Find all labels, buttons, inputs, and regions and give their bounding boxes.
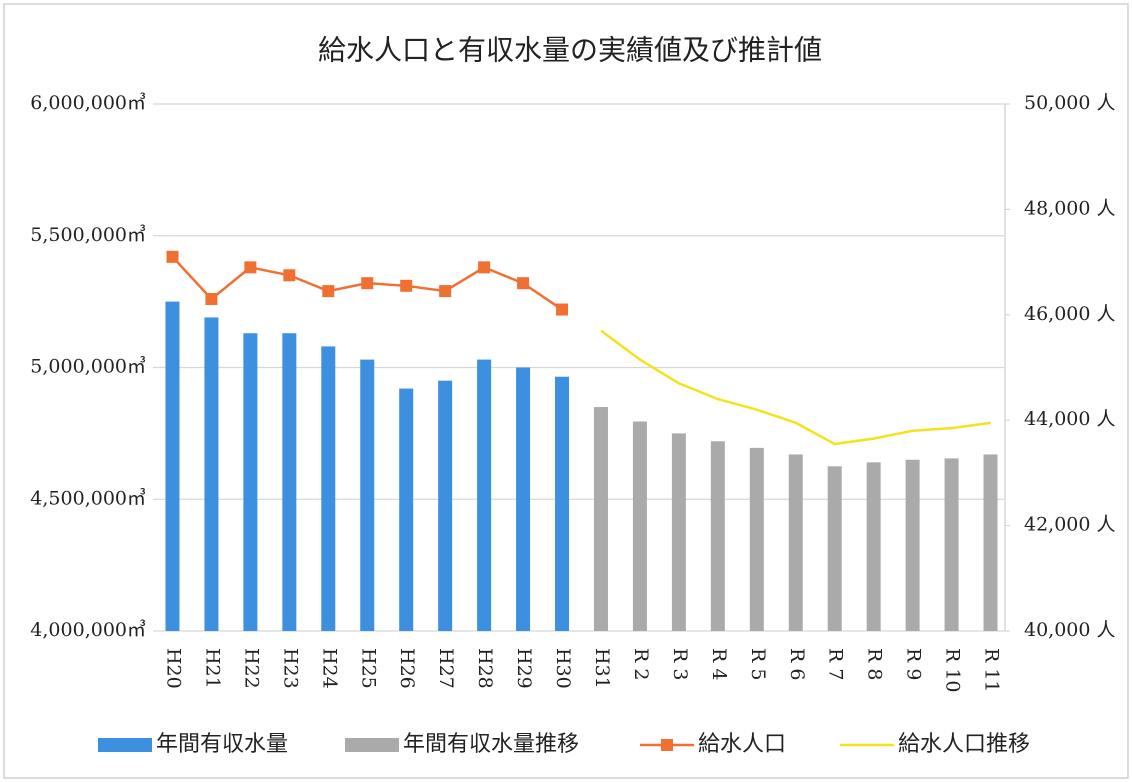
bar — [477, 359, 492, 631]
chart-frame — [3, 3, 1129, 779]
legend-label: 給水人口 — [698, 732, 786, 757]
y-tick-label: 5,000,000㎥ — [30, 356, 146, 378]
marker — [556, 303, 569, 316]
y2-tick-label: 48,000 人 — [1024, 197, 1116, 219]
bar — [516, 367, 531, 631]
y-tick-label: 4,000,000㎥ — [30, 619, 146, 641]
bar — [944, 458, 959, 631]
x-tick-label: H29 — [513, 648, 535, 689]
x-tick-label: H30 — [552, 648, 574, 689]
bar — [360, 359, 375, 631]
marker — [244, 261, 257, 274]
marker — [283, 269, 296, 282]
x-tick-label: R 8 — [864, 648, 886, 680]
y-tick-label: 6,000,000㎥ — [30, 92, 146, 114]
x-tick-label: H26 — [396, 648, 418, 689]
x-tick-label: H23 — [279, 648, 301, 689]
marker — [166, 250, 179, 263]
bar — [671, 433, 686, 631]
x-tick-label: H22 — [240, 648, 262, 689]
bar — [555, 376, 570, 631]
bar — [983, 454, 998, 631]
legend-swatch — [98, 738, 152, 752]
bar — [399, 388, 414, 631]
x-tick-label: H28 — [474, 648, 496, 689]
marker — [439, 285, 452, 298]
bar — [866, 462, 881, 631]
mark-layer — [165, 250, 998, 631]
bar — [632, 421, 647, 631]
x-tick-label: H24 — [318, 648, 340, 689]
bar — [165, 301, 180, 631]
marker — [400, 279, 413, 292]
y-tick-label: 4,500,000㎥ — [30, 487, 146, 509]
bar — [710, 441, 725, 631]
x-tick-label: R 7 — [825, 648, 847, 680]
marker — [205, 292, 218, 305]
y-tick-label: 5,500,000㎥ — [30, 224, 146, 246]
bar — [827, 466, 842, 631]
y2-tick-label: 42,000 人 — [1024, 514, 1116, 536]
legend-swatch — [345, 738, 399, 752]
legend-label: 年間有収水量 — [156, 732, 288, 757]
bar — [204, 317, 219, 631]
bar — [321, 346, 336, 631]
y2-tick-label: 46,000 人 — [1024, 303, 1116, 325]
x-tick-label: R 10 — [942, 648, 964, 693]
marker — [478, 261, 491, 274]
x-tick-label: H21 — [201, 648, 223, 689]
bar — [593, 407, 608, 631]
bar — [905, 459, 920, 631]
legend-label: 給水人口推移 — [898, 732, 1030, 757]
line — [600, 329, 991, 446]
bar — [749, 447, 764, 631]
bar — [282, 333, 297, 631]
bar — [438, 380, 453, 631]
x-tick-label: R 5 — [747, 648, 769, 680]
x-tick-label: H20 — [162, 648, 184, 689]
x-tick-label: H31 — [591, 648, 613, 689]
chart-title: 給水人口と有収水量の実績値及び推計値 — [318, 34, 822, 67]
legend-marker — [661, 739, 673, 751]
x-tick-label: H27 — [435, 648, 457, 689]
marker — [517, 277, 530, 290]
y2-tick-label: 44,000 人 — [1024, 408, 1116, 430]
y2-tick-label: 40,000 人 — [1024, 619, 1116, 641]
y2-tick-label: 50,000 人 — [1024, 92, 1116, 114]
x-tick-label: R 2 — [630, 648, 652, 680]
x-tick-label: H25 — [357, 648, 379, 689]
marker — [361, 277, 374, 290]
marker — [322, 285, 335, 298]
bar — [788, 454, 803, 631]
legend-label: 年間有収水量推移 — [403, 732, 579, 757]
x-tick-label: R 3 — [669, 648, 691, 680]
bar — [243, 333, 258, 631]
x-tick-label: R 11 — [981, 648, 1003, 693]
x-tick-label: R 4 — [708, 648, 730, 680]
x-tick-label: R 9 — [903, 648, 925, 680]
x-tick-label: R 6 — [786, 648, 808, 680]
grid-layer — [153, 103, 1010, 632]
